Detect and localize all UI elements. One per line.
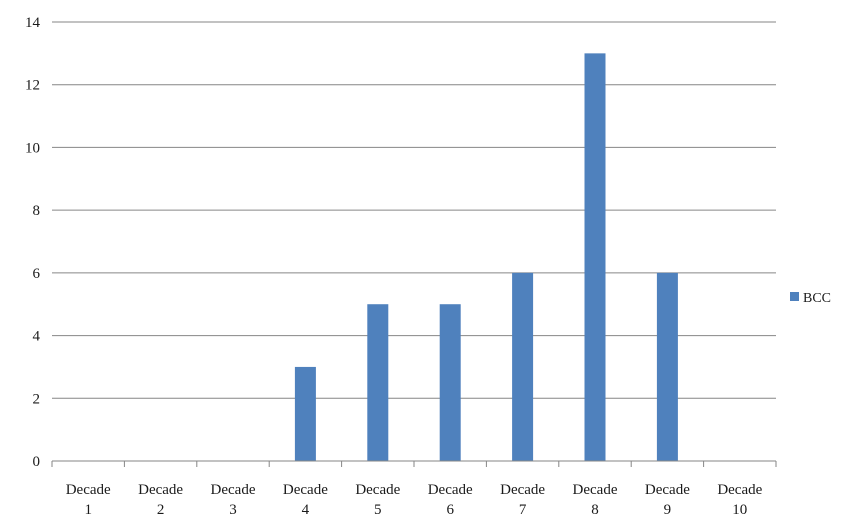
y-tick-label: 8 bbox=[33, 203, 41, 219]
x-tick-label: Decade bbox=[66, 482, 111, 498]
legend-swatch bbox=[790, 292, 799, 301]
bar bbox=[439, 304, 461, 461]
x-tick-label: Decade bbox=[500, 482, 545, 498]
y-tick-label: 2 bbox=[33, 391, 41, 407]
bar bbox=[367, 304, 389, 461]
x-tick-label: Decade bbox=[428, 482, 473, 498]
x-tick-labels: Decade 1 Decade 2 Decade 3 Decade 4 Decade 5 Decad… bbox=[66, 482, 763, 518]
x-tick-label: 5 bbox=[374, 502, 382, 518]
x-tick-label: 9 bbox=[664, 502, 672, 518]
x-tick-label: Decade bbox=[138, 482, 183, 498]
y-tick-label: 6 bbox=[33, 266, 41, 282]
x-tick-label: 7 bbox=[519, 502, 527, 518]
x-tick-label: 4 bbox=[302, 502, 310, 518]
x-tick-label: Decade bbox=[573, 482, 618, 498]
axes bbox=[51, 460, 777, 467]
x-tick-label: Decade bbox=[717, 482, 762, 498]
x-tick-label: 10 bbox=[732, 502, 747, 518]
legend-label: BCC bbox=[803, 291, 831, 306]
x-tick-label: Decade bbox=[211, 482, 256, 498]
y-tick-label: 14 bbox=[25, 15, 41, 31]
y-tick-label: 10 bbox=[25, 140, 40, 156]
y-tick-labels: 0 2 4 6 8 10 12 14 bbox=[25, 15, 41, 470]
x-tick-label: 1 bbox=[84, 502, 92, 518]
bar bbox=[512, 272, 534, 461]
y-tick-label: 0 bbox=[33, 454, 41, 470]
x-tick-label: Decade bbox=[355, 482, 400, 498]
bar bbox=[584, 53, 606, 461]
legend: BCC bbox=[790, 291, 831, 306]
x-tick-label: 2 bbox=[157, 502, 165, 518]
y-tick-label: 4 bbox=[33, 329, 41, 345]
x-tick-label: 6 bbox=[446, 502, 454, 518]
bars bbox=[294, 53, 678, 461]
gridlines bbox=[52, 21, 776, 399]
x-tick-label: 3 bbox=[229, 502, 237, 518]
x-tick-label: Decade bbox=[645, 482, 690, 498]
bar bbox=[656, 272, 678, 461]
x-tick-label: 8 bbox=[591, 502, 599, 518]
y-tick-label: 12 bbox=[25, 78, 40, 94]
bar bbox=[294, 366, 316, 461]
x-tick-label: Decade bbox=[283, 482, 328, 498]
